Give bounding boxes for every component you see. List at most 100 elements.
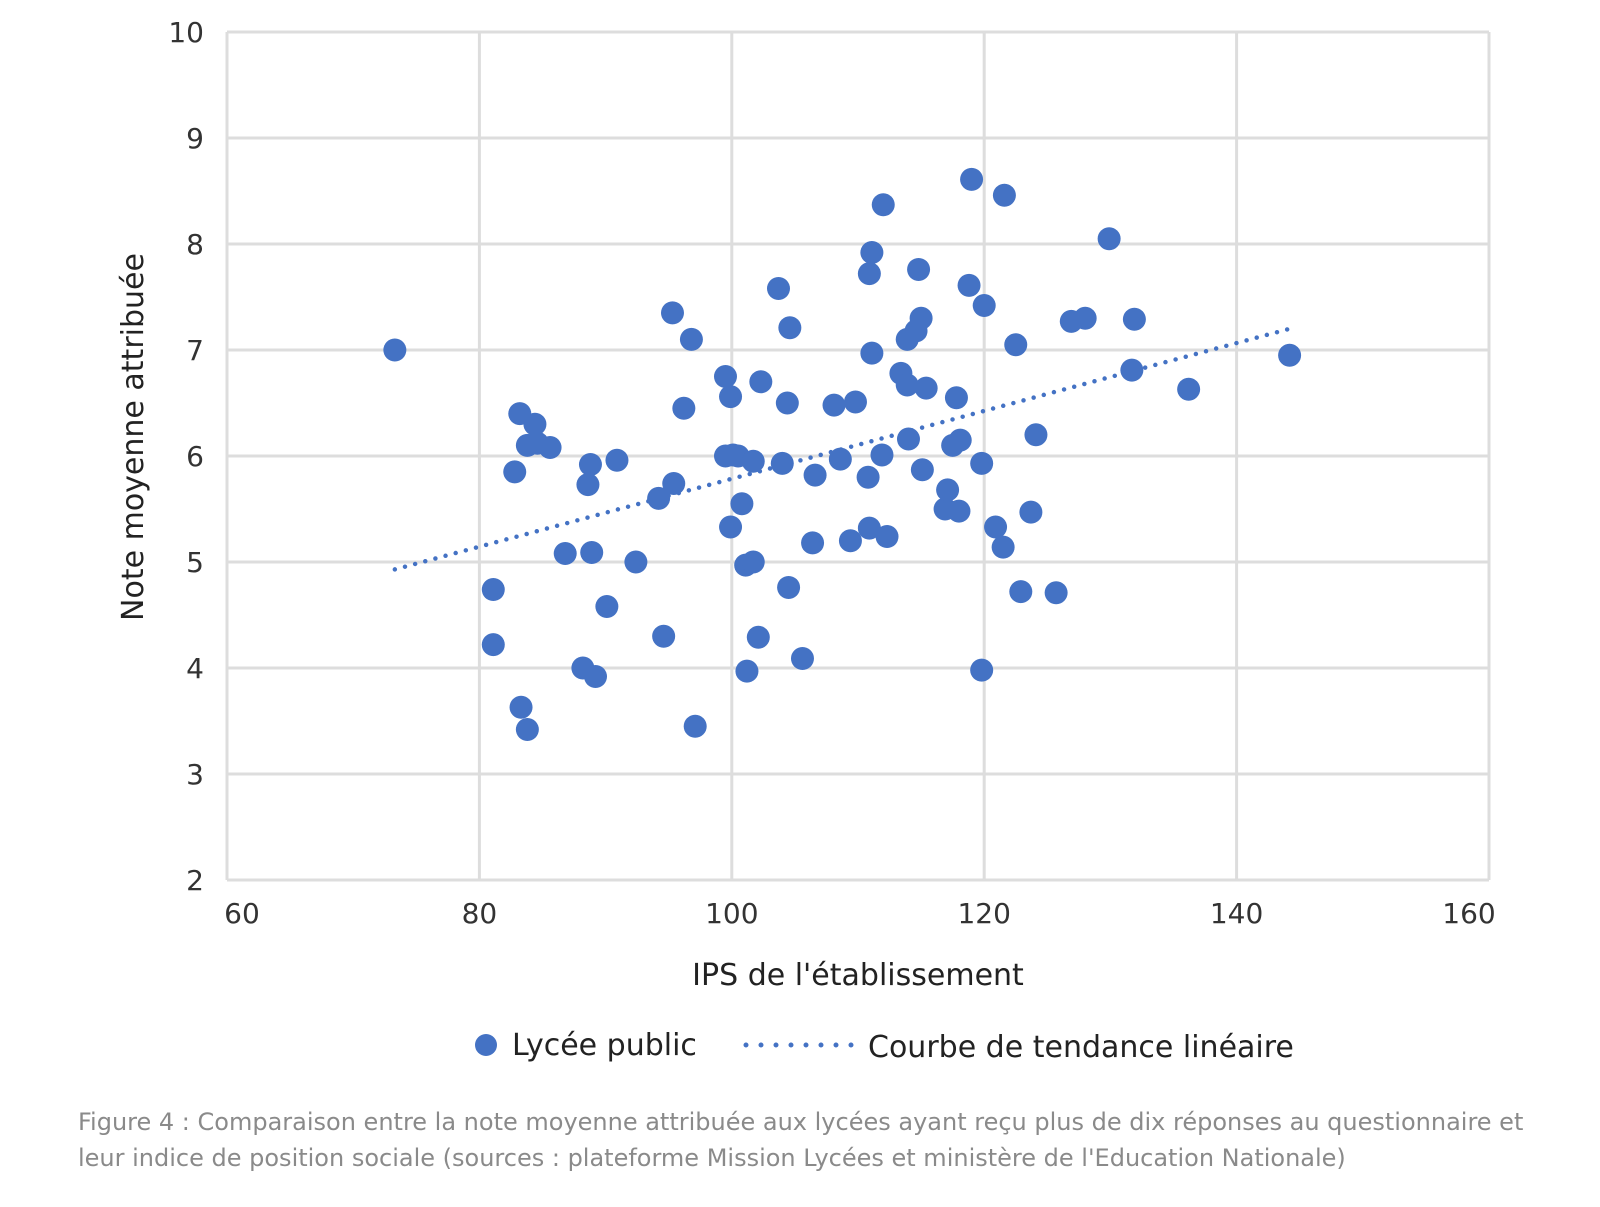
- data-point-78: [970, 451, 994, 475]
- data-point-3: [503, 460, 527, 484]
- data-point-81: [991, 535, 1015, 559]
- data-point-53: [857, 516, 881, 540]
- data-point-25: [679, 327, 703, 351]
- legend-label-trendline: Courbe de tendance linéaire: [868, 1030, 1294, 1065]
- data-point-87: [1044, 581, 1068, 605]
- data-point-50: [838, 529, 862, 553]
- data-point-42: [775, 391, 799, 415]
- data-point-17: [595, 595, 619, 619]
- data-point-93: [1177, 377, 1201, 401]
- data-point-43: [770, 451, 794, 475]
- data-point-13: [584, 664, 608, 688]
- data-point-37: [735, 659, 759, 683]
- data-point-36: [741, 550, 765, 574]
- data-point-52: [856, 465, 880, 489]
- data-point-20: [647, 486, 671, 510]
- y-axis-title: Note moyenne attribuée: [116, 253, 151, 621]
- data-point-79: [970, 658, 994, 682]
- data-point-57: [870, 443, 894, 467]
- data-point-0: [383, 338, 407, 362]
- data-point-45: [790, 646, 814, 670]
- data-point-54: [860, 240, 884, 264]
- data-point-77: [972, 293, 996, 317]
- y-tick-label-3: 5: [186, 546, 204, 579]
- data-point-75: [957, 273, 981, 297]
- data-point-8: [538, 436, 562, 460]
- x-tick-label-5: 160: [1442, 897, 1495, 930]
- data-point-40: [766, 277, 790, 301]
- data-point-27: [713, 365, 737, 388]
- data-point-51: [843, 390, 867, 414]
- data-point-44: [777, 575, 801, 599]
- data-point-11: [553, 542, 577, 566]
- data-point-59: [871, 193, 895, 217]
- data-point-9: [509, 695, 533, 719]
- data-point-65: [896, 427, 920, 451]
- data-point-32: [719, 515, 743, 539]
- data-point-82: [992, 183, 1016, 207]
- points-layer: [383, 167, 1302, 741]
- data-point-5: [523, 412, 547, 436]
- data-point-47: [803, 463, 827, 487]
- data-point-85: [1024, 423, 1048, 447]
- legend: Lycée public Courbe de tendance linéaire: [475, 1028, 1294, 1065]
- x-tick-label-4: 140: [1210, 897, 1263, 930]
- data-point-22: [652, 624, 676, 648]
- data-point-67: [914, 376, 938, 400]
- data-point-48: [822, 393, 846, 417]
- data-point-15: [576, 473, 600, 497]
- data-point-39: [749, 370, 773, 394]
- x-tick-label-3: 120: [957, 897, 1010, 930]
- data-point-41: [778, 316, 802, 340]
- data-point-26: [683, 714, 707, 738]
- data-point-46: [801, 531, 825, 555]
- data-point-18: [605, 448, 629, 472]
- data-point-83: [1004, 333, 1028, 357]
- data-point-90: [1097, 227, 1121, 251]
- x-tick-label-1: 80: [462, 897, 498, 930]
- y-tick-label-6: 8: [186, 228, 204, 261]
- data-point-73: [944, 386, 968, 410]
- y-tick-label-5: 7: [186, 334, 204, 367]
- data-point-1: [481, 578, 505, 602]
- data-point-80: [984, 515, 1008, 539]
- data-point-64: [895, 373, 919, 397]
- data-point-68: [907, 257, 931, 281]
- data-point-33: [730, 492, 754, 516]
- data-point-58: [875, 525, 899, 549]
- data-point-24: [672, 396, 696, 420]
- data-point-92: [1120, 358, 1144, 382]
- tick-labels: 2 3 4 5 6 7 8 9 10 60 80 100 120 140 160: [168, 16, 1495, 930]
- data-point-86: [1019, 500, 1043, 524]
- chart-grid: [225, 30, 1491, 882]
- data-point-76: [960, 167, 984, 191]
- figure-caption: Figure 4 : Comparaison entre la note moy…: [78, 1108, 1524, 1172]
- data-point-34: [741, 449, 765, 473]
- data-point-21: [662, 472, 686, 496]
- data-point-55: [857, 262, 881, 286]
- data-point-70: [936, 478, 960, 502]
- y-tick-label-7: 9: [186, 122, 204, 155]
- data-point-16: [580, 540, 604, 564]
- x-axis-title: IPS de l'établissement: [692, 958, 1024, 993]
- legend-label-points: Lycée public: [512, 1028, 697, 1063]
- y-tick-label-2: 4: [186, 652, 204, 685]
- data-point-89: [1073, 306, 1097, 330]
- data-point-23: [660, 301, 684, 325]
- data-point-10: [515, 717, 539, 741]
- data-point-66: [910, 458, 934, 482]
- y-tick-label-8: 10: [168, 16, 204, 49]
- data-point-28: [719, 385, 743, 409]
- x-tick-label-2: 100: [705, 897, 758, 930]
- data-point-63: [909, 306, 933, 330]
- data-point-91: [1122, 307, 1146, 331]
- data-point-19: [624, 550, 648, 574]
- data-point-49: [828, 447, 852, 471]
- data-point-94: [1278, 343, 1302, 367]
- scatter-chart: 2 3 4 5 6 7 8 9 10 60 80 100 120 140 160 IPS de l'étab…: [116, 16, 1496, 1065]
- data-point-14: [578, 452, 602, 476]
- legend-marker-points: [475, 1034, 497, 1056]
- y-tick-label-1: 3: [186, 758, 204, 791]
- data-point-38: [746, 625, 770, 649]
- data-point-84: [1009, 580, 1033, 604]
